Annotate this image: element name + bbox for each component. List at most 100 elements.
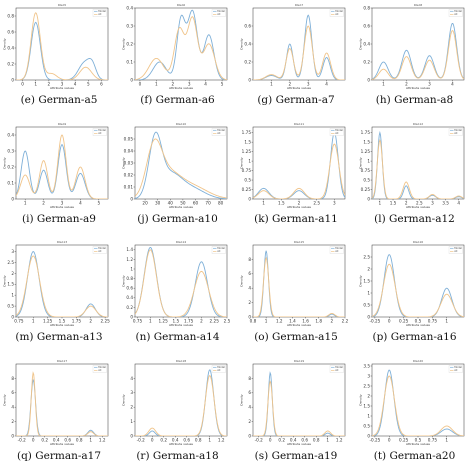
x-tick-label: 50	[180, 200, 186, 205]
density-chart: RGA19 -0.2 0 0.2 0.4 0.6 0.8 1 1.2 0 2 4 6 8 Attribute…	[240, 358, 346, 446]
plot-frame	[371, 244, 464, 318]
subplot-caption: (l) German-a12	[374, 212, 455, 225]
density-curve-series-1	[134, 9, 227, 80]
y-axis-label: Density	[240, 38, 244, 50]
subplot-caption: (p) German-a16	[372, 331, 457, 343]
y-tick-label: 8	[248, 375, 251, 380]
x-tick-label: 0.2	[160, 437, 167, 442]
y-tick-label: 6	[11, 390, 14, 395]
x-tick-label: 1	[382, 82, 385, 87]
y-tick-label: 1	[367, 290, 370, 295]
plot-frame	[371, 126, 464, 199]
legend-label: Model	[98, 246, 106, 250]
x-tick-label: 0.75	[14, 319, 24, 324]
density-curve-series-1	[253, 14, 345, 80]
legend-label: All	[335, 131, 338, 135]
y-tick-label: 8	[11, 375, 14, 380]
density-chart: RGA20-0.25 0 0.25 0.5 0.75 100.511.522.533.5A…	[358, 358, 464, 446]
y-tick-label: 1.25	[242, 149, 252, 154]
y-tick-label: 2	[11, 419, 14, 424]
y-tick-label: 0	[130, 433, 133, 438]
legend-label: All	[98, 12, 101, 16]
legend-label: Model	[217, 246, 225, 250]
density-curve-series-1	[16, 21, 108, 80]
y-tick-label: 2	[248, 419, 251, 424]
density-curve-series-2	[371, 263, 464, 317]
x-tick-label: 1.5	[389, 200, 396, 205]
density-curve-series-1	[16, 251, 108, 317]
x-tick-label: 60	[192, 200, 198, 205]
y-tick-label: 0.8	[126, 276, 133, 281]
legend-label: Model	[454, 246, 462, 250]
y-tick-label: 0.3	[126, 23, 133, 28]
subplot-13: RGA17 -0.2 0 0.2 0.4 0.6 0.8 1 1.2 0 2 4 6 8 Attribute…	[0, 356, 118, 474]
density-chart: RGA17 -0.2 0 0.2 0.4 0.6 0.8 1 1.2 0 2 4 6 8 Attribute…	[3, 358, 109, 446]
x-tick-label: 5	[97, 200, 100, 205]
legend-label: Model	[217, 128, 225, 132]
x-tick-label: 1	[148, 319, 151, 324]
x-tick-label: 0.4	[290, 437, 297, 442]
x-tick-label: 4	[325, 82, 328, 87]
subplot-caption: (e) German-a5	[20, 94, 98, 106]
plot-title: RGA16	[412, 240, 422, 244]
plot-title: RGA17	[57, 358, 67, 362]
plot-title: RGA10	[175, 121, 185, 125]
density-curve-series-1	[253, 370, 345, 436]
x-tick-label: 0	[269, 437, 272, 442]
x-tick-label: -0.2	[136, 437, 145, 442]
subplot-9: RGA13 0.75 1 1.25 1.5 1.75 2 2.25 0 0.5 1 1.5 2 2.5 3 A…	[0, 237, 118, 355]
plot-title: RGA15	[294, 240, 304, 244]
legend-label: All	[454, 131, 457, 135]
density-curve-series-1	[371, 130, 464, 199]
y-tick-label: 6	[248, 271, 251, 276]
x-tick-label: 4	[204, 82, 207, 87]
y-tick-label: 0	[248, 77, 251, 82]
x-tick-label: 1	[24, 200, 27, 205]
density-curve-series-2	[134, 374, 227, 436]
density-chart: RGA14 0.75 1 1.25 1.5 1.75 2 2.25 2.5 0 0.2 0.4 0.6 0…	[121, 240, 230, 327]
x-tick-label: 2.5	[415, 200, 422, 205]
subplot-caption: (m) German-a13	[15, 331, 103, 343]
y-tick-label: 0	[248, 433, 251, 438]
y-tick-label: 0.5	[363, 177, 370, 182]
x-tick-label: 4	[79, 200, 82, 205]
y-tick-label: 3	[367, 373, 370, 378]
density-curve-series-1	[371, 254, 464, 317]
y-tick-label: 1.25	[360, 149, 370, 154]
density-curve-series-2	[16, 133, 108, 199]
x-tick-label: -0.2	[18, 437, 27, 442]
x-tick-label: 0.8	[194, 437, 201, 442]
plot-title: RGA6	[176, 3, 184, 7]
x-tick-label: 2	[405, 82, 408, 87]
legend-label: Model	[335, 9, 343, 13]
density-chart: RGA7 1 2 3 4 0 0.2 0.4 0.6 Attribute values Densit…	[240, 3, 346, 90]
density-curve-series-2	[134, 16, 227, 80]
x-tick-label: 70	[205, 200, 211, 205]
x-tick-label: 0	[138, 82, 141, 87]
subplot-6: RGA10 20 30 40 50 60 70 80 0 0.01 0.02 0.03 0.04 0.05…	[119, 119, 237, 237]
subplot-caption: (g) German-a7	[257, 94, 335, 106]
x-tick-label: 6	[100, 82, 103, 87]
subplot-caption: (i) German-a9	[22, 212, 96, 225]
x-tick-label: 1	[155, 82, 158, 87]
legend-label: Model	[98, 365, 106, 369]
x-tick-label: 2	[48, 82, 51, 87]
plot-title: RGA8	[413, 3, 421, 7]
x-tick-label: 1.6	[302, 319, 309, 324]
legend-label: Model	[454, 9, 462, 13]
x-tick-label: 1.8	[315, 319, 322, 324]
density-curve-series-1	[134, 368, 227, 436]
x-tick-label: 5	[87, 82, 90, 87]
legend-label: Model	[217, 365, 225, 369]
x-tick-label: 1.25	[43, 319, 53, 324]
x-tick-label: 0.75	[132, 319, 142, 324]
x-tick-label: 30	[155, 200, 161, 205]
x-tick-label: 1.75	[184, 319, 194, 324]
y-tick-label: 4	[130, 375, 133, 380]
